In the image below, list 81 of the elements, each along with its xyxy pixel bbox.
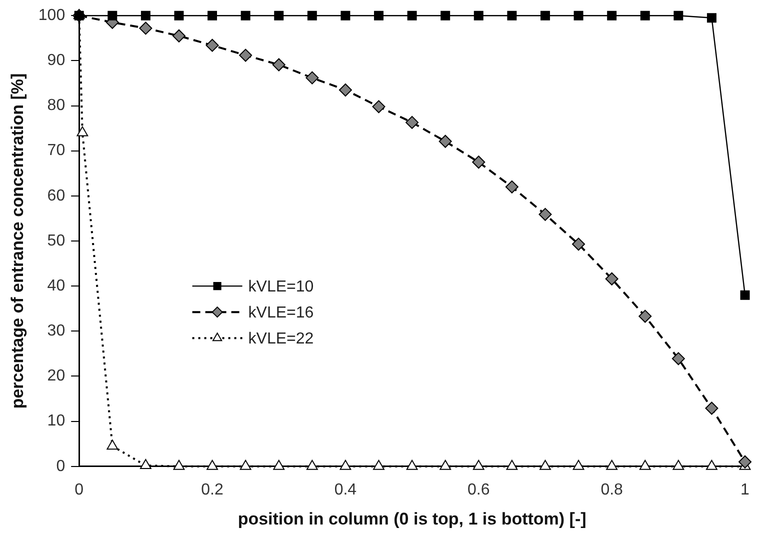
x-tick-label: 0.2 xyxy=(201,481,224,498)
point xyxy=(738,455,752,468)
x-tick-label: 0 xyxy=(74,481,84,498)
point xyxy=(140,459,152,469)
point xyxy=(705,402,718,415)
point xyxy=(505,180,518,194)
y-tick-label: 30 xyxy=(47,322,66,340)
y-tick-label: 50 xyxy=(47,232,66,250)
y-tick-label: 80 xyxy=(47,97,66,114)
x-tick-label: 0.8 xyxy=(600,481,624,498)
y-tick-label: 70 xyxy=(47,142,66,160)
point xyxy=(572,238,586,251)
point xyxy=(306,460,318,470)
legend-label: kVLE=10 xyxy=(248,278,314,296)
point xyxy=(274,10,284,20)
y-tick-label: 60 xyxy=(47,187,66,204)
point xyxy=(538,208,552,221)
point xyxy=(108,10,118,20)
point xyxy=(106,440,118,450)
point xyxy=(638,310,652,323)
point xyxy=(206,38,219,52)
point xyxy=(306,71,319,84)
point xyxy=(440,460,452,470)
point xyxy=(639,460,651,470)
point xyxy=(640,10,650,20)
x-tick-label: 0.4 xyxy=(334,481,357,498)
point xyxy=(674,10,684,20)
y-tick-label: 10 xyxy=(47,412,66,430)
y-tick-label: 90 xyxy=(47,52,66,70)
point xyxy=(272,58,286,72)
y-tick-label: 20 xyxy=(47,368,66,385)
point xyxy=(540,10,550,20)
point xyxy=(174,10,184,20)
point xyxy=(706,460,718,470)
point xyxy=(208,10,218,20)
point xyxy=(273,460,285,470)
legend-label: kVLE=22 xyxy=(248,330,314,348)
x-tick-label: 0.6 xyxy=(468,481,490,498)
point xyxy=(472,460,484,470)
point xyxy=(507,10,517,20)
point xyxy=(239,48,252,62)
point xyxy=(372,100,386,114)
point xyxy=(605,272,618,286)
point xyxy=(706,13,716,23)
point xyxy=(76,126,88,136)
point xyxy=(740,290,750,300)
y-tick-label: 40 xyxy=(47,277,66,294)
point xyxy=(373,460,384,470)
point xyxy=(173,460,185,470)
point xyxy=(374,10,384,20)
point xyxy=(540,460,551,470)
y-axis-title: percentage of entrance concentration [%] xyxy=(8,73,27,409)
point xyxy=(607,10,617,20)
point xyxy=(472,156,486,169)
point xyxy=(572,460,584,470)
point xyxy=(574,10,584,20)
point xyxy=(672,352,685,366)
point xyxy=(206,460,218,470)
point xyxy=(474,10,484,20)
point xyxy=(438,134,452,148)
y-tick-label: 0 xyxy=(56,458,66,475)
point xyxy=(139,22,152,35)
point xyxy=(338,83,352,96)
point xyxy=(240,10,250,20)
point xyxy=(340,460,352,470)
point xyxy=(406,460,418,470)
point xyxy=(440,10,450,20)
point xyxy=(606,460,618,470)
point xyxy=(307,10,317,20)
x-tick-label: 1 xyxy=(740,481,750,498)
point xyxy=(240,460,252,470)
point xyxy=(340,10,350,20)
point xyxy=(172,29,186,42)
legend-label: kVLE=16 xyxy=(248,304,314,322)
point xyxy=(407,10,417,20)
point xyxy=(506,460,518,470)
x-axis-title: position in column (0 is top, 1 is bottom) [-] xyxy=(238,509,586,528)
y-tick-label: 100 xyxy=(38,7,66,24)
point xyxy=(406,116,419,129)
point xyxy=(672,460,684,470)
point xyxy=(140,10,150,20)
